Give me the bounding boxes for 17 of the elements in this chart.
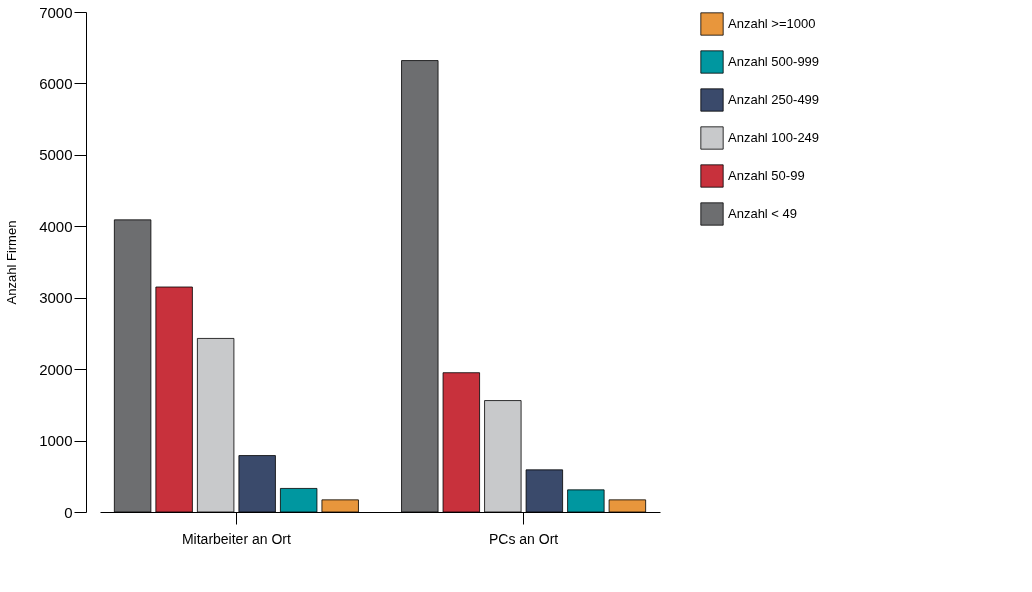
y-tick-label: 5000 [39,146,73,164]
legend-label: Anzahl 50-99 [728,168,805,183]
legend-label: Anzahl 100-249 [728,130,820,145]
y-tick-label: 0 [64,503,73,521]
y-tick-label: 3000 [39,289,73,307]
legend-label: Anzahl >=1000 [728,16,816,31]
x-tick-label: PCs an Ort [488,530,559,547]
y-tick-label: 2000 [39,360,73,378]
y-tick-label: 7000 [39,3,73,21]
legend-label: Anzahl 250-499 [728,92,820,107]
y-tick-label: 6000 [39,74,73,92]
legend-label: Anzahl 500-999 [728,54,820,69]
legend-label: Anzahl < 49 [728,206,798,221]
y-tick-label: 4000 [39,217,73,235]
y-axis-title: Anzahl Firmen [4,220,20,305]
y-tick-label: 1000 [39,432,73,450]
x-tick-label: Mitarbeiter an Ort [181,530,291,547]
